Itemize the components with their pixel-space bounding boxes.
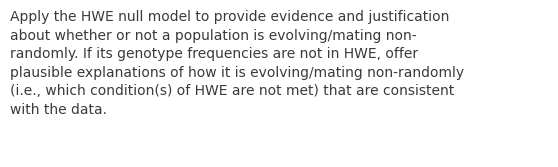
Text: Apply the HWE null model to provide evidence and justification
about whether or : Apply the HWE null model to provide evid… <box>10 10 464 117</box>
